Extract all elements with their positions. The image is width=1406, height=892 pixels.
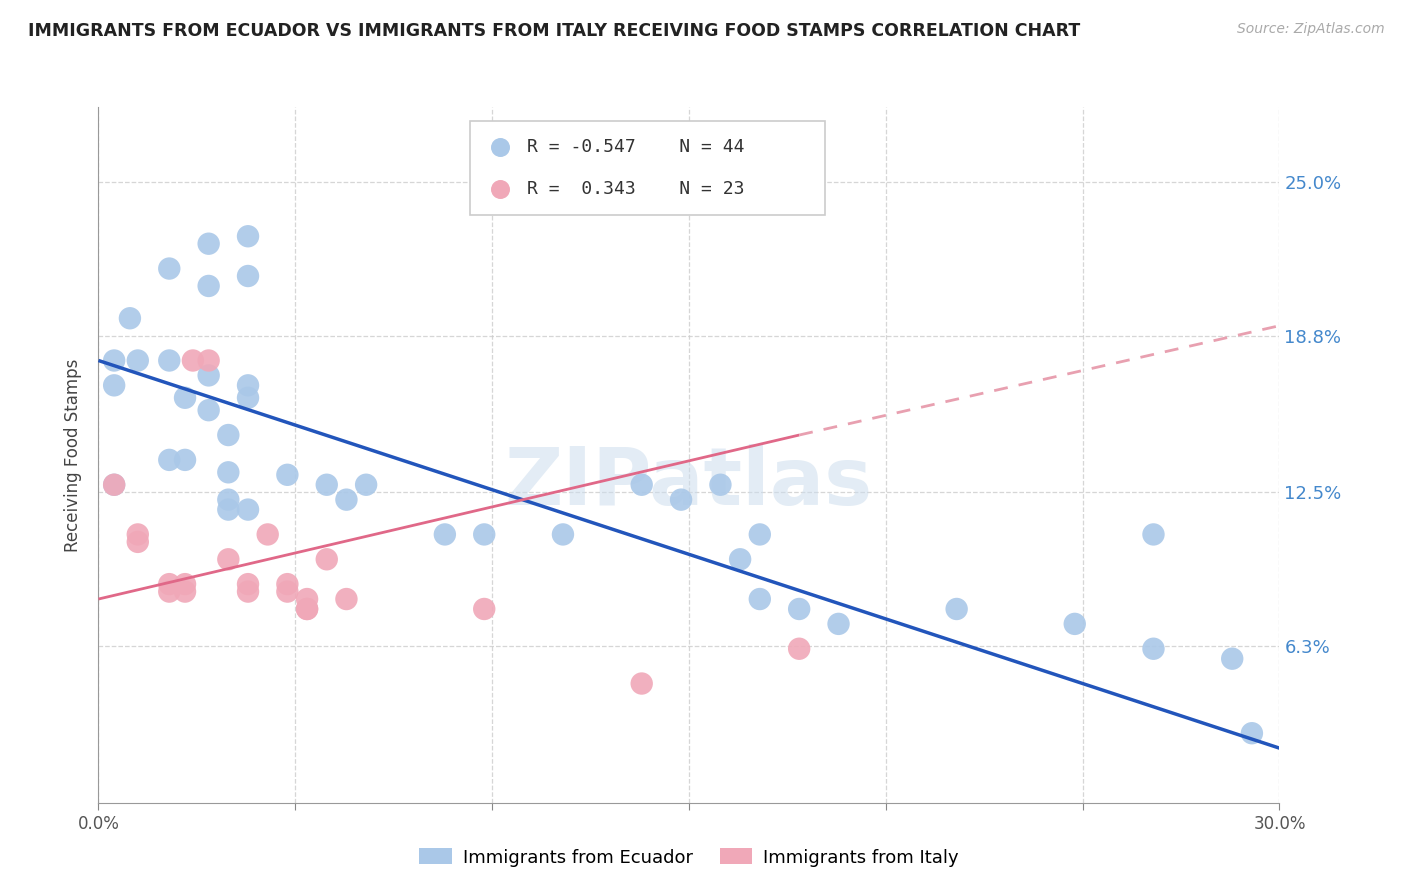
- Point: [103, 477, 125, 491]
- Point: [127, 353, 149, 368]
- Point: [728, 552, 751, 566]
- Point: [103, 378, 125, 392]
- Point: [669, 492, 692, 507]
- Point: [709, 477, 731, 491]
- Point: [787, 602, 810, 616]
- Point: [256, 527, 278, 541]
- Point: [433, 527, 456, 541]
- Point: [197, 368, 219, 383]
- Legend: Immigrants from Ecuador, Immigrants from Italy: Immigrants from Ecuador, Immigrants from…: [412, 841, 966, 874]
- Point: [157, 453, 180, 467]
- Point: [217, 428, 239, 442]
- Point: [197, 279, 219, 293]
- Point: [197, 403, 219, 417]
- Point: [127, 535, 149, 549]
- Point: [1063, 616, 1085, 631]
- Text: ZIPatlas: ZIPatlas: [505, 443, 873, 522]
- Point: [551, 527, 574, 541]
- Point: [118, 311, 141, 326]
- Point: [174, 453, 197, 467]
- Point: [276, 577, 298, 591]
- Point: [276, 584, 298, 599]
- Point: [748, 527, 770, 541]
- Text: Source: ZipAtlas.com: Source: ZipAtlas.com: [1237, 22, 1385, 37]
- Text: IMMIGRANTS FROM ECUADOR VS IMMIGRANTS FROM ITALY RECEIVING FOOD STAMPS CORRELATI: IMMIGRANTS FROM ECUADOR VS IMMIGRANTS FR…: [28, 22, 1080, 40]
- Point: [295, 602, 318, 616]
- Point: [295, 602, 318, 616]
- Point: [236, 502, 259, 516]
- Point: [354, 477, 377, 491]
- Point: [197, 236, 219, 251]
- Point: [748, 592, 770, 607]
- Point: [236, 229, 259, 244]
- Point: [335, 492, 357, 507]
- Point: [1142, 641, 1164, 656]
- Point: [1240, 726, 1263, 740]
- Point: [174, 584, 197, 599]
- Point: [1220, 651, 1243, 665]
- Point: [217, 502, 239, 516]
- Point: [630, 676, 652, 690]
- Point: [236, 584, 259, 599]
- Point: [236, 391, 259, 405]
- Point: [103, 353, 125, 368]
- Point: [295, 592, 318, 607]
- Point: [945, 602, 967, 616]
- Point: [157, 353, 180, 368]
- Point: [157, 261, 180, 276]
- Point: [174, 391, 197, 405]
- Point: [127, 527, 149, 541]
- FancyBboxPatch shape: [471, 121, 825, 215]
- Point: [103, 477, 125, 491]
- Point: [472, 602, 495, 616]
- Point: [174, 577, 197, 591]
- Point: [315, 477, 337, 491]
- Point: [217, 552, 239, 566]
- Point: [217, 492, 239, 507]
- Point: [236, 378, 259, 392]
- Point: [236, 577, 259, 591]
- Point: [157, 577, 180, 591]
- Point: [276, 467, 298, 482]
- Text: R = -0.547    N = 44: R = -0.547 N = 44: [527, 138, 745, 156]
- Point: [787, 641, 810, 656]
- Point: [236, 268, 259, 283]
- Point: [472, 527, 495, 541]
- Point: [335, 592, 357, 607]
- Text: R =  0.343    N = 23: R = 0.343 N = 23: [527, 179, 745, 198]
- Point: [630, 477, 652, 491]
- Point: [315, 552, 337, 566]
- Point: [181, 353, 204, 368]
- Point: [217, 466, 239, 480]
- Point: [827, 616, 849, 631]
- Point: [157, 584, 180, 599]
- Y-axis label: Receiving Food Stamps: Receiving Food Stamps: [65, 359, 83, 551]
- Point: [1142, 527, 1164, 541]
- Point: [197, 353, 219, 368]
